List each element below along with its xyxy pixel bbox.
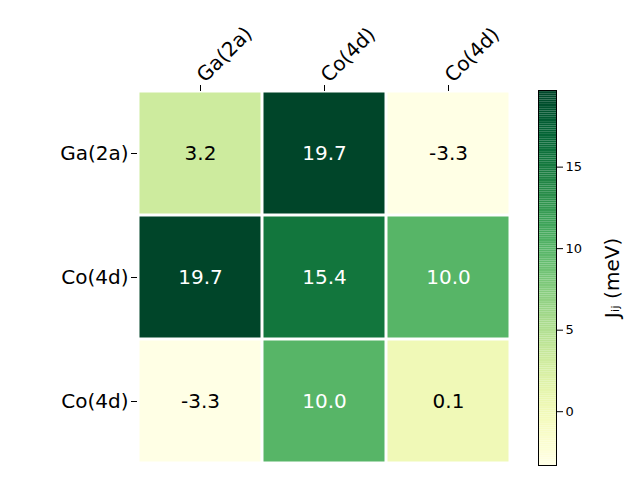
svg-text:15.4: 15.4 xyxy=(302,265,347,289)
svg-text:-3.3: -3.3 xyxy=(429,141,468,165)
svg-text:Co(4d): Co(4d) xyxy=(316,22,381,87)
svg-text:15: 15 xyxy=(566,159,583,174)
svg-text:Ga(2a): Ga(2a) xyxy=(192,21,257,86)
svg-text:19.7: 19.7 xyxy=(302,141,347,165)
svg-text:0: 0 xyxy=(566,404,574,419)
svg-text:-3.3: -3.3 xyxy=(181,389,220,413)
svg-text:Co(4d): Co(4d) xyxy=(61,265,128,289)
svg-text:19.7: 19.7 xyxy=(178,265,223,289)
svg-text:Co(4d): Co(4d) xyxy=(440,22,505,87)
svg-text:Ga(2a): Ga(2a) xyxy=(60,141,128,165)
svg-text:10.0: 10.0 xyxy=(426,265,471,289)
svg-text:Co(4d): Co(4d) xyxy=(61,389,128,413)
svg-text:5: 5 xyxy=(566,322,574,337)
svg-text:3.2: 3.2 xyxy=(185,141,217,165)
svg-text:0.1: 0.1 xyxy=(433,389,465,413)
svg-text:10: 10 xyxy=(566,241,583,256)
svg-text:10.0: 10.0 xyxy=(302,389,347,413)
svg-text:Jᵢⱼ (meV): Jᵢⱼ (meV) xyxy=(600,238,624,320)
